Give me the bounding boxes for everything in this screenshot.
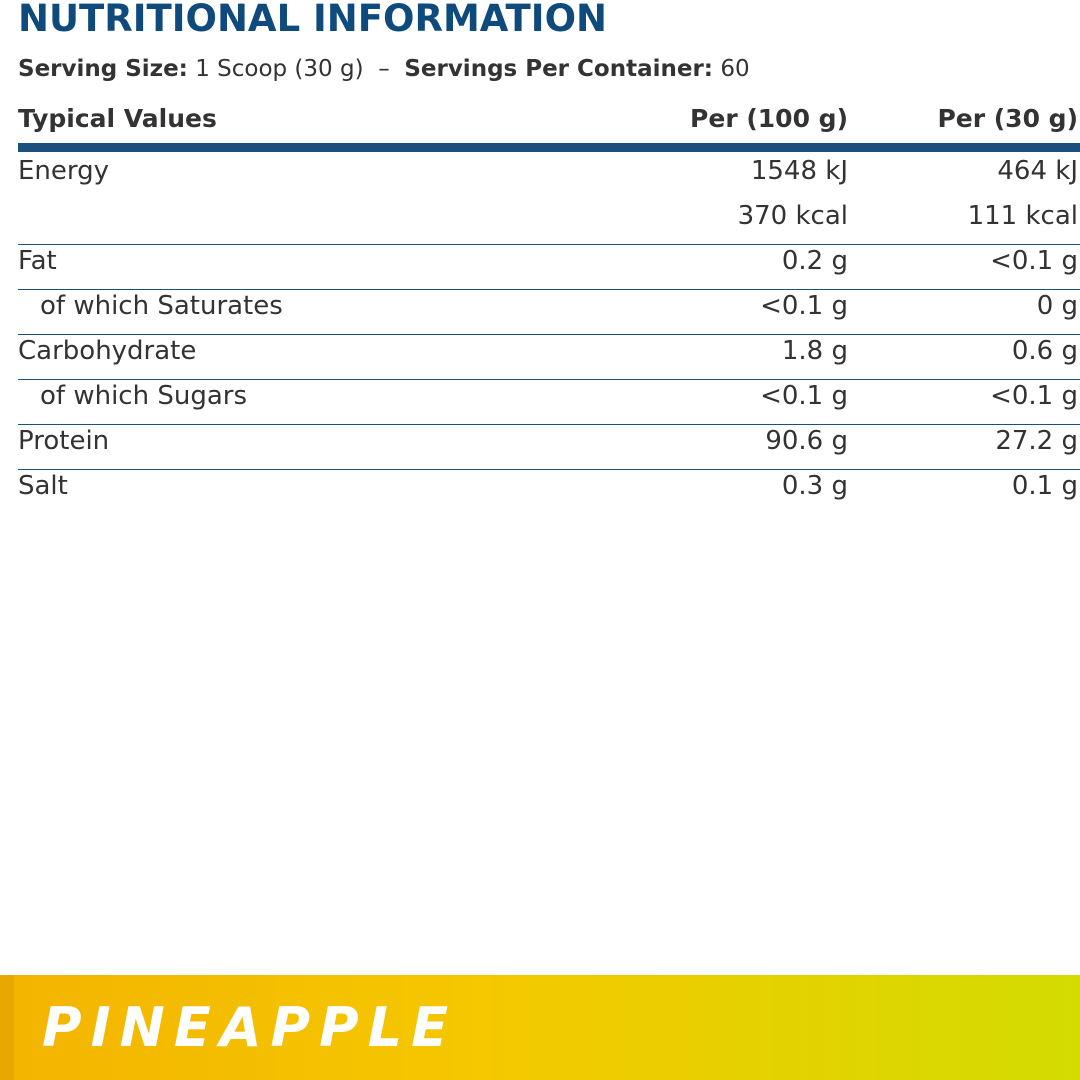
flavour-name: PINEAPPLE — [42, 996, 457, 1059]
column-header-per-30g: Per (30 g) — [937, 104, 1078, 133]
row-divider — [18, 424, 1080, 425]
value-per-100g: <0.1 g — [760, 291, 848, 321]
serving-size-label: Serving Size: — [18, 56, 188, 82]
value-per-30g: 111 kcal — [967, 201, 1078, 231]
row-label: Fat — [18, 246, 57, 276]
value-per-100g: 0.3 g — [781, 471, 848, 501]
row-label: Energy — [18, 156, 110, 186]
banner-edge — [0, 975, 14, 1080]
serving-info: Serving Size: 1 Scoop (30 g) – Servings … — [18, 58, 750, 81]
value-per-100g: 370 kcal — [737, 201, 848, 231]
value-per-100g: 0.2 g — [781, 246, 848, 276]
column-header-per-100g: Per (100 g) — [690, 104, 848, 133]
title: NUTRITIONAL INFORMATION — [18, 0, 607, 40]
value-per-100g: 1548 kJ — [750, 156, 848, 186]
separator: – — [378, 56, 390, 82]
row-label: of which Saturates — [40, 291, 283, 321]
servings-value: 60 — [720, 56, 750, 82]
value-per-30g: 464 kJ — [997, 156, 1078, 186]
value-per-30g: 0.6 g — [1011, 336, 1078, 366]
row-divider — [18, 379, 1080, 380]
value-per-100g: <0.1 g — [760, 381, 848, 411]
value-per-30g: 0 g — [1036, 291, 1078, 321]
value-per-30g: <0.1 g — [990, 381, 1078, 411]
header-rule — [18, 143, 1080, 152]
row-divider — [18, 289, 1080, 290]
row-label: Salt — [18, 471, 68, 501]
value-per-100g: 1.8 g — [781, 336, 848, 366]
servings-label: Servings Per Container: — [404, 56, 714, 82]
flavour-banner: PINEAPPLE — [0, 975, 1080, 1080]
row-label: Protein — [18, 426, 110, 456]
row-label: of which Sugars — [40, 381, 247, 411]
serving-size-value: 1 Scoop (30 g) — [195, 56, 364, 82]
value-per-30g: 0.1 g — [1011, 471, 1078, 501]
row-divider — [18, 334, 1080, 335]
row-label: Carbohydrate — [18, 336, 197, 366]
value-per-30g: <0.1 g — [990, 246, 1078, 276]
row-divider — [18, 244, 1080, 245]
row-divider — [18, 469, 1080, 470]
value-per-100g: 90.6 g — [765, 426, 848, 456]
column-header-label: Typical Values — [18, 104, 217, 133]
value-per-30g: 27.2 g — [995, 426, 1078, 456]
